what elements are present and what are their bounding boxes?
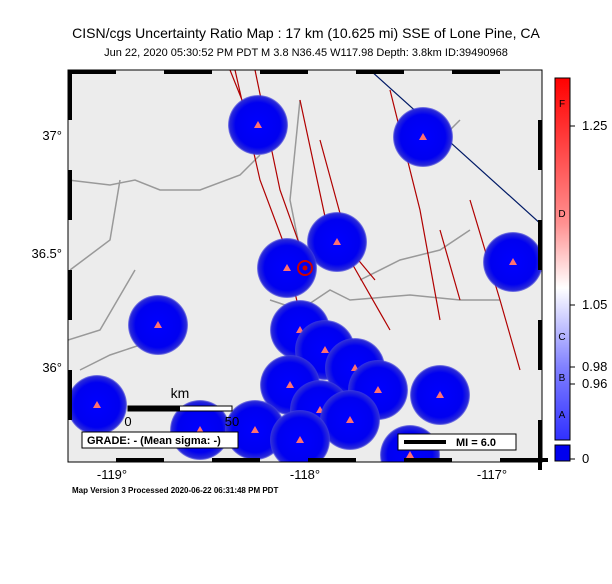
frame-tick <box>538 320 542 370</box>
lat-label: 36.5° <box>31 246 62 261</box>
colorbar-value: 0 <box>582 451 589 466</box>
lon-label: -119° <box>97 467 127 482</box>
station <box>436 391 444 398</box>
scale-unit: km <box>171 385 190 401</box>
colorbar-letter: B <box>559 373 566 384</box>
epicenter-core <box>302 265 308 271</box>
station <box>283 264 291 271</box>
frame-tick <box>68 270 72 320</box>
epicenter <box>297 260 313 276</box>
frame-tick <box>452 70 500 74</box>
colorbar-letter: D <box>558 209 565 220</box>
frame-tick <box>116 458 164 462</box>
colorbar-base <box>554 444 571 462</box>
station <box>374 386 382 393</box>
scale-start: 0 <box>124 414 131 429</box>
colorbar-letter: A <box>559 410 566 421</box>
station <box>93 401 101 408</box>
station <box>321 346 329 353</box>
frame-tick <box>68 170 72 220</box>
frame-tick <box>500 458 548 462</box>
mi-legend: MI = 6.0 <box>456 437 496 449</box>
colorbar-letter: C <box>558 332 565 343</box>
lat-label: 36° <box>42 360 62 375</box>
frame-tick <box>538 120 542 170</box>
colorbar-value: 0.96 <box>582 376 607 391</box>
frame-tick <box>68 70 72 120</box>
frame-tick <box>404 458 452 462</box>
scale-bar: km 0 50 <box>124 385 239 429</box>
frame-tick <box>68 370 72 420</box>
lon-label: -118° <box>290 467 320 482</box>
grade: GRADE: - (Mean sigma: -) <box>87 435 221 447</box>
colorbar-value: 1.05 <box>582 297 607 312</box>
footer: Map Version 3 Processed 2020-06-22 06:31… <box>72 486 278 495</box>
colorbar-letter: F <box>559 99 565 110</box>
colorbar-value: 1.25 <box>582 118 607 133</box>
station <box>406 451 414 458</box>
frame-tick <box>356 70 404 74</box>
colorbar-value: 0.98 <box>582 359 607 374</box>
frame-tick <box>164 70 212 74</box>
title: CISN/cgs Uncertainty Ratio Map : 17 km (… <box>72 25 540 41</box>
station <box>254 121 262 128</box>
frame-tick <box>308 458 356 462</box>
station <box>419 133 427 140</box>
station <box>196 426 204 433</box>
grade-box <box>81 431 239 449</box>
station <box>346 416 354 423</box>
colorbar <box>554 77 571 441</box>
mi-box <box>397 433 517 451</box>
station <box>296 436 304 443</box>
frame-tick <box>538 220 542 270</box>
lat-label: 37° <box>42 128 62 143</box>
map-area <box>68 70 542 462</box>
station <box>154 321 162 328</box>
station <box>251 426 259 433</box>
station <box>509 258 517 265</box>
scale-end: 50 <box>225 414 239 429</box>
subtitle: Jun 22, 2020 05:30:52 PM PDT M 3.8 N36.4… <box>104 47 508 59</box>
station <box>286 381 294 388</box>
frame-tick <box>260 70 308 74</box>
station <box>333 238 341 245</box>
frame-tick <box>68 70 116 74</box>
lon-label: -117° <box>477 467 507 482</box>
frame-tick <box>538 420 542 470</box>
frame-tick <box>212 458 260 462</box>
